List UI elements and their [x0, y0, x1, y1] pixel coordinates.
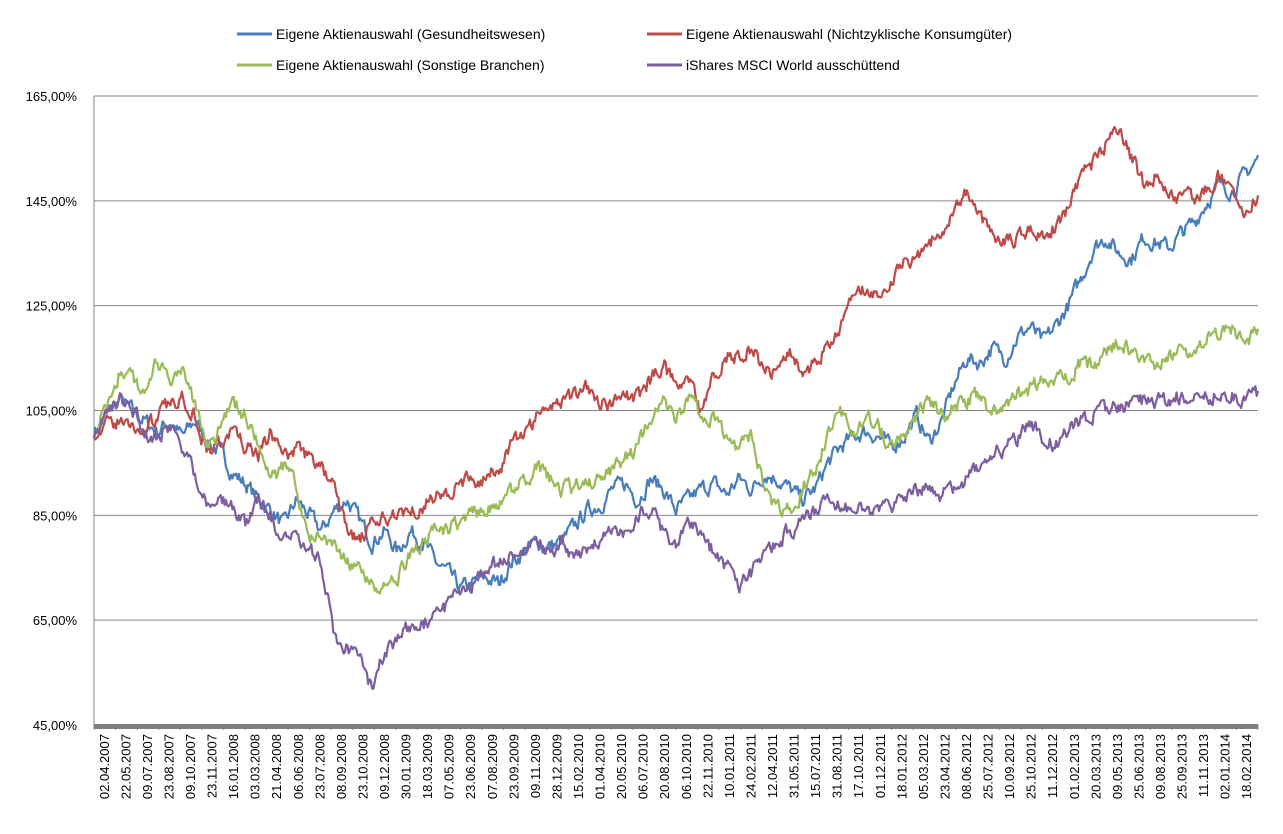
x-tick-label: 05.03.2012 [916, 734, 931, 799]
x-tick-label: 23.07.2008 [312, 734, 327, 799]
x-tick-label: 07.08.2009 [485, 734, 500, 799]
x-tick-label: 08.09.2008 [334, 734, 349, 799]
x-tick-label: 20.08.2010 [657, 734, 672, 799]
x-tick-label: 08.06.2012 [959, 734, 974, 799]
x-tick-label: 07.05.2009 [442, 734, 457, 799]
x-tick-label: 02.01.2014 [1218, 734, 1233, 799]
x-tick-label: 25.10.2012 [1024, 734, 1039, 799]
x-tick-label: 23.10.2008 [355, 734, 370, 799]
x-tick-label: 09.07.2007 [140, 734, 155, 799]
x-tick-label: 06.07.2010 [636, 734, 651, 799]
x-tick-label: 09.08.2013 [1153, 734, 1168, 799]
x-tick-label: 17.10.2011 [851, 734, 866, 798]
x-tick-label: 01.12.2011 [873, 734, 888, 798]
x-tick-label: 23.06.2009 [463, 734, 478, 799]
plot-area: 45,00% 65,00% 85,00% 105,00% 125,00% 145,00% 1… [26, 89, 1260, 799]
y-tick-label: 85,00% [33, 508, 78, 523]
chart-legend: Eigene Aktienauswahl (Gesundheitswesen) … [237, 26, 1012, 73]
y-tick-label: 45,00% [33, 718, 78, 733]
x-tick-label: 30.01.2009 [399, 734, 414, 799]
y-tick-label: 165,00% [26, 89, 78, 104]
y-tick-label: 65,00% [33, 613, 78, 628]
x-tick-label: 20.05.2010 [614, 734, 629, 799]
x-tick-label: 15.07.2011 [808, 734, 823, 798]
x-tick-label: 09.10.2007 [183, 734, 198, 799]
x-tick-label: 28.12.2009 [549, 734, 564, 799]
legend-item-ishares: iShares MSCI World ausschüttend [647, 57, 900, 73]
x-tick-label: 18.03.2009 [420, 734, 435, 799]
legend-item-nichtzyklische: Eigene Aktienauswahl (Nichtzyklische Kon… [647, 26, 1012, 42]
x-tick-label: 02.04.2007 [97, 734, 112, 799]
x-tick-label: 01.04.2010 [593, 734, 608, 799]
x-tick-label: 03.03.2008 [248, 734, 263, 799]
legend-label-nichtzyklische: Eigene Aktienauswahl (Nichtzyklische Kon… [686, 26, 1012, 42]
x-tick-label: 25.09.2013 [1175, 734, 1190, 799]
legend-label-gesundheitswesen: Eigene Aktienauswahl (Gesundheitswesen) [276, 26, 545, 42]
series-line [93, 125, 1260, 543]
x-tick-label: 18.02.2014 [1239, 734, 1254, 799]
series-line [92, 385, 1260, 690]
y-tick-label: 125,00% [26, 299, 78, 314]
x-tick-label: 22.11.2010 [700, 734, 715, 798]
legend-label-sonstige: Eigene Aktienauswahl (Sonstige Branchen) [276, 57, 545, 73]
x-tick-label: 10.01.2011 [722, 734, 737, 798]
x-tick-label: 12.04.2011 [765, 734, 780, 798]
x-tick-label: 25.06.2013 [1131, 734, 1146, 799]
x-tick-label: 23.11.2007 [205, 734, 220, 798]
x-tick-label: 06.10.2010 [679, 734, 694, 799]
x-tick-label: 22.05.2007 [118, 734, 133, 799]
legend-item-sonstige: Eigene Aktienauswahl (Sonstige Branchen) [237, 57, 545, 73]
x-tick-label: 15.02.2010 [571, 734, 586, 799]
x-axis-line [94, 724, 1258, 729]
x-tick-label: 01.02.2013 [1067, 734, 1082, 799]
x-tick-label: 21.04.2008 [269, 734, 284, 799]
x-tick-label: 23.08.2007 [161, 734, 176, 799]
x-tick-label: 09.05.2013 [1110, 734, 1125, 799]
x-tick-label: 31.05.2011 [787, 734, 802, 798]
x-tick-label: 11.12.2012 [1045, 734, 1060, 798]
series-line [92, 154, 1260, 592]
x-tick-label: 09.12.2008 [377, 734, 392, 799]
legend-label-ishares: iShares MSCI World ausschüttend [686, 57, 900, 73]
y-tick-label: 105,00% [26, 404, 78, 419]
y-tick-label: 145,00% [26, 194, 78, 209]
x-tick-label: 23.09.2009 [506, 734, 521, 799]
x-tick-label: 09.11.2009 [528, 734, 543, 798]
x-tick-label: 23.04.2012 [937, 734, 952, 799]
x-tick-label: 25.07.2012 [981, 734, 996, 799]
x-tick-label: 20.03.2013 [1088, 734, 1103, 799]
x-tick-label: 18.01.2012 [894, 734, 909, 799]
legend-item-gesundheitswesen: Eigene Aktienauswahl (Gesundheitswesen) [237, 26, 545, 42]
x-tick-label: 06.06.2008 [291, 734, 306, 799]
x-tick-label: 24.02.2011 [743, 734, 758, 798]
x-tick-label: 10.09.2012 [1002, 734, 1017, 799]
x-tick-label: 16.01.2008 [226, 734, 241, 799]
x-tick-label: 31.08.2011 [830, 734, 845, 798]
x-tick-label: 11.11.2013 [1196, 734, 1211, 797]
series-line [92, 324, 1260, 595]
